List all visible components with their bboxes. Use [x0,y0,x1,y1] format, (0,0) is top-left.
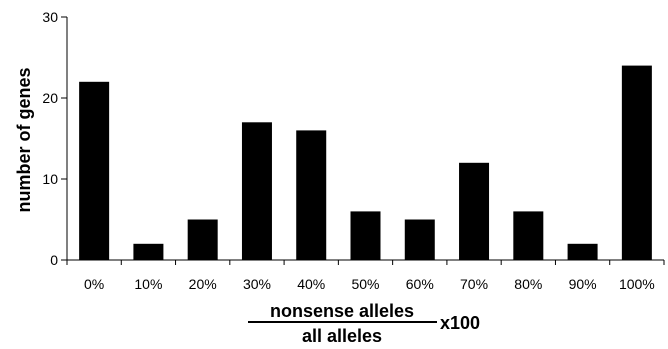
x-axis-label-multiplier: x100 [440,313,480,333]
bar [296,130,327,260]
bar [513,211,544,260]
x-axis: 0% 10% 20% 30% 40% 50% 60% 70% 80% 90% 100% [66,259,665,292]
bar [241,122,272,260]
x-tick-label: 30% [243,276,271,292]
bars [79,65,652,260]
x-tick-label: 40% [297,276,325,292]
bar [187,219,218,260]
bar [350,211,381,260]
x-axis-label-denominator: all alleles [302,326,382,346]
bar [79,81,110,260]
x-tick-label: 60% [406,276,434,292]
x-tick-label: 10% [134,276,162,292]
bar [567,243,598,260]
y-tick-label: 10 [42,171,58,187]
x-tick-label: 20% [189,276,217,292]
x-tick-label: 70% [460,276,488,292]
y-tick-label: 0 [50,252,58,268]
y-axis: 0 10 20 30 [42,9,68,268]
y-tick-label: 20 [42,90,58,106]
x-tick-label: 90% [569,276,597,292]
x-tick-label: 50% [351,276,379,292]
x-tick-label: 100% [619,276,655,292]
y-axis-label: number of genes [14,67,34,212]
y-tick-label: 30 [42,9,58,25]
x-axis-label: nonsense alleles all alleles x100 [248,301,480,346]
x-tick-label: 0% [84,276,104,292]
bar [404,219,435,260]
bar [459,162,490,260]
x-axis-label-numerator: nonsense alleles [270,301,414,321]
bar [621,65,652,260]
bar [133,243,164,260]
x-tick-label: 80% [514,276,542,292]
